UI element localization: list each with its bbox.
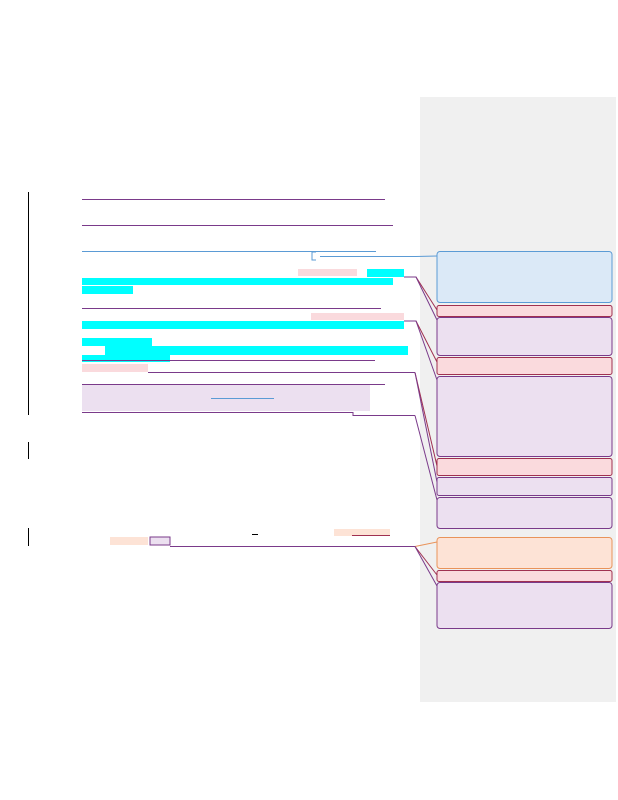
deletion-highlight — [311, 313, 404, 320]
formatting-change — [82, 384, 370, 411]
deletion-highlight — [82, 364, 148, 372]
highlight — [82, 321, 404, 329]
connector — [404, 276, 438, 321]
format-balloon[interactable] — [436, 317, 613, 356]
deletion-balloon[interactable] — [436, 357, 613, 375]
highlight — [82, 278, 393, 285]
highlight — [367, 269, 404, 277]
comment-balloon[interactable] — [436, 251, 613, 303]
connector — [414, 415, 438, 501]
highlight — [82, 338, 152, 346]
format-balloon[interactable] — [436, 376, 613, 457]
deletion-highlight — [298, 269, 357, 276]
connector — [404, 255, 438, 257]
format-balloon[interactable] — [436, 497, 613, 529]
connector — [414, 372, 438, 483]
highlight — [82, 286, 133, 294]
deletion-highlight — [334, 529, 390, 536]
connector — [414, 541, 438, 547]
comment-anchor — [311, 251, 404, 261]
formatting-change — [149, 536, 171, 546]
deletion-balloon[interactable] — [436, 305, 613, 317]
format-balloon[interactable] — [436, 477, 613, 496]
comment-balloon[interactable] — [436, 537, 613, 569]
deletion-balloon[interactable] — [436, 458, 613, 476]
connector — [414, 372, 438, 467]
deletion-highlight — [110, 537, 148, 545]
connectors — [404, 255, 438, 587]
deletion-balloon[interactable] — [436, 570, 613, 582]
connector — [414, 546, 438, 576]
tracked-changes — [82, 199, 415, 547]
connector — [404, 320, 438, 381]
comment-balloons — [436, 251, 613, 629]
highlight — [82, 355, 170, 362]
format-balloon[interactable] — [436, 582, 613, 629]
highlight — [105, 346, 408, 355]
connector — [414, 546, 438, 587]
comment-anchor — [82, 412, 415, 416]
